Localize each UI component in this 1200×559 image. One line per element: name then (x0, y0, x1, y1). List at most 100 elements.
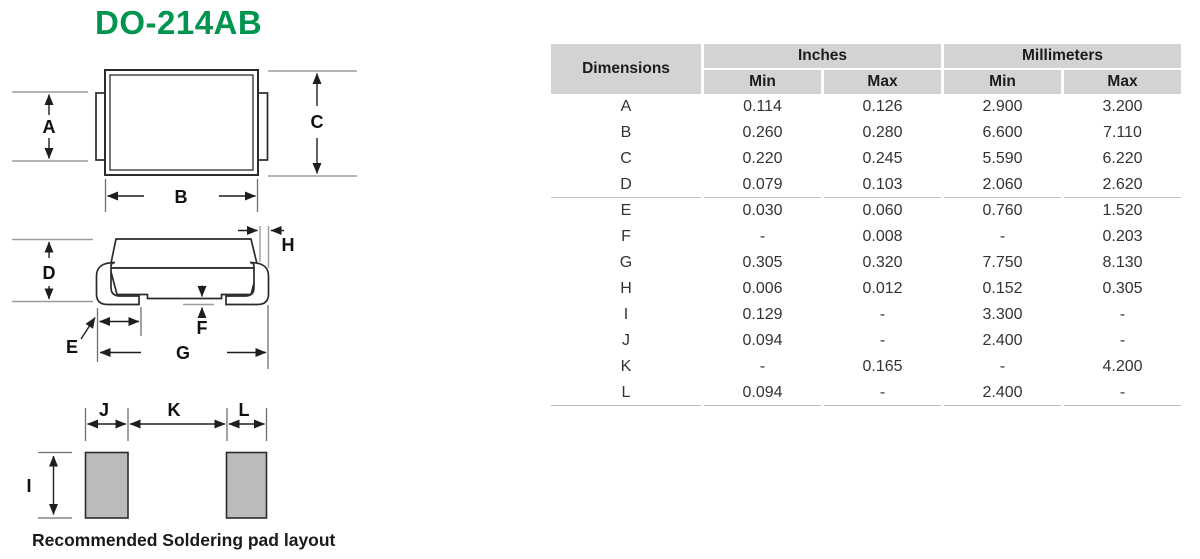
side-view-right-lead (225, 261, 270, 306)
dim-i-ref-lines (38, 451, 72, 519)
header-inches-max: Max (824, 70, 941, 94)
table-row: F - 0.008 - 0.203 (551, 224, 1181, 250)
left-solder-pad (84, 451, 129, 519)
mm-max-cell: 0.305 (1102, 280, 1143, 297)
dim-cell: A (620, 98, 632, 115)
mm-max-cell: 2.620 (1064, 172, 1181, 198)
dim-h-ext-lines (259, 226, 270, 268)
dim-label-b: B (175, 187, 188, 207)
dimensions-table: Dimensions Inches Millimeters Min Max Mi… (548, 44, 1184, 406)
in-max-cell: 0.012 (862, 280, 903, 297)
table-row: B 0.260 0.280 6.600 7.110 (551, 120, 1181, 146)
right-solder-pad (225, 451, 268, 519)
in-max-cell: 0.008 (862, 228, 903, 245)
dim-cell: D (551, 172, 701, 198)
dim-label-g: G (176, 343, 190, 363)
in-min-cell: 0.129 (742, 306, 783, 323)
table-header-minmax-row: Min Max Min Max (551, 70, 1181, 94)
header-millimeters: Millimeters (944, 44, 1181, 70)
dim-cell: K (620, 358, 632, 375)
dim-label-k: K (168, 400, 181, 420)
dim-label-d: D (43, 263, 56, 283)
package-title: DO-214AB (95, 4, 263, 41)
mm-min-cell: 2.060 (944, 172, 1061, 198)
mm-min-cell: 2.400 (944, 380, 1061, 406)
mm-min-cell: 5.590 (982, 150, 1023, 167)
dim-e-leader-arrow (80, 317, 96, 340)
mm-min-cell: 0.152 (982, 280, 1023, 297)
mm-min-cell: 0.760 (982, 202, 1023, 219)
header-inches: Inches (704, 44, 941, 70)
dim-cell: G (619, 254, 633, 271)
dim-label-j: J (99, 400, 109, 420)
top-view-body-inner (109, 74, 254, 171)
dim-label-i: I (26, 476, 31, 496)
mm-max-cell: 4.200 (1102, 358, 1143, 375)
dim-b-ext-lines (104, 179, 259, 212)
mm-max-cell: 0.203 (1102, 228, 1143, 245)
table-row: L 0.094 - 2.400 - (551, 380, 1181, 406)
dim-cell: J (622, 332, 630, 349)
in-max-cell: 0.245 (862, 150, 903, 167)
mm-min-cell: - (999, 228, 1006, 245)
in-min-cell: 0.030 (742, 202, 783, 219)
in-min-cell: 0.006 (742, 280, 783, 297)
in-min-cell: 0.079 (704, 172, 821, 198)
mm-min-cell: 2.900 (982, 98, 1023, 115)
mm-max-cell: 1.520 (1102, 202, 1143, 219)
dim-label-f: F (197, 318, 208, 338)
dim-cell: H (620, 280, 632, 297)
header-inches-min: Min (704, 70, 821, 94)
mm-max-cell: - (1119, 306, 1126, 323)
header-mm-min: Min (944, 70, 1061, 94)
in-min-cell: 0.220 (742, 150, 783, 167)
mm-max-cell: 8.130 (1102, 254, 1143, 271)
pad-layout-caption: Recommended Soldering pad layout (32, 530, 336, 550)
in-min-cell: 0.094 (742, 332, 783, 349)
table-row: A 0.114 0.126 2.900 3.200 (551, 94, 1181, 120)
side-view: D H F E G (12, 226, 295, 369)
table-row: J 0.094 - 2.400 - (551, 328, 1181, 354)
mm-min-cell: 2.400 (982, 332, 1023, 349)
table-header-group-row: Dimensions Inches Millimeters (551, 44, 1181, 94)
table-row: E 0.030 0.060 0.760 1.520 (551, 198, 1181, 224)
in-min-cell: 0.260 (742, 124, 783, 141)
mm-min-cell: 6.600 (982, 124, 1023, 141)
dim-cell: F (621, 228, 631, 245)
in-max-cell: 0.103 (824, 172, 941, 198)
dim-cell: L (551, 380, 701, 406)
dim-label-e: E (66, 337, 78, 357)
dim-cell: E (620, 202, 632, 219)
pad-tick-lines (84, 408, 268, 441)
in-max-cell: 0.320 (862, 254, 903, 271)
table-row: I 0.129 - 3.300 - (551, 302, 1181, 328)
dim-cell: B (620, 124, 632, 141)
dim-e-ext-lines (96, 307, 142, 362)
side-view-body-top (108, 238, 260, 269)
table-row: C 0.220 0.245 5.590 6.220 (551, 146, 1181, 172)
dim-label-l: L (239, 400, 250, 420)
in-max-cell: 0.126 (862, 98, 903, 115)
dim-label-c: C (311, 112, 324, 132)
mm-max-cell: 6.220 (1102, 150, 1143, 167)
table-row: G 0.305 0.320 7.750 8.130 (551, 250, 1181, 276)
side-view-left-lead (95, 261, 140, 306)
pad-layout: J K L I (26, 400, 268, 519)
dim-a-ext-lines (12, 91, 88, 162)
top-view: A C B (12, 69, 357, 212)
top-view-body (104, 69, 259, 176)
dim-cell: C (620, 150, 632, 167)
side-view-body-bottom (108, 267, 260, 300)
mm-min-cell: - (999, 358, 1006, 375)
in-max-cell: - (879, 306, 886, 323)
in-min-cell: - (759, 228, 766, 245)
in-min-cell: - (759, 358, 766, 375)
in-max-cell: 0.280 (862, 124, 903, 141)
mm-max-cell: - (1064, 380, 1181, 406)
mm-max-cell: - (1119, 332, 1126, 349)
dim-d-ext-lines (12, 238, 93, 303)
in-max-cell: 0.060 (862, 202, 903, 219)
in-min-cell: 0.305 (742, 254, 783, 271)
table-row: K - 0.165 - 4.200 (551, 354, 1181, 380)
